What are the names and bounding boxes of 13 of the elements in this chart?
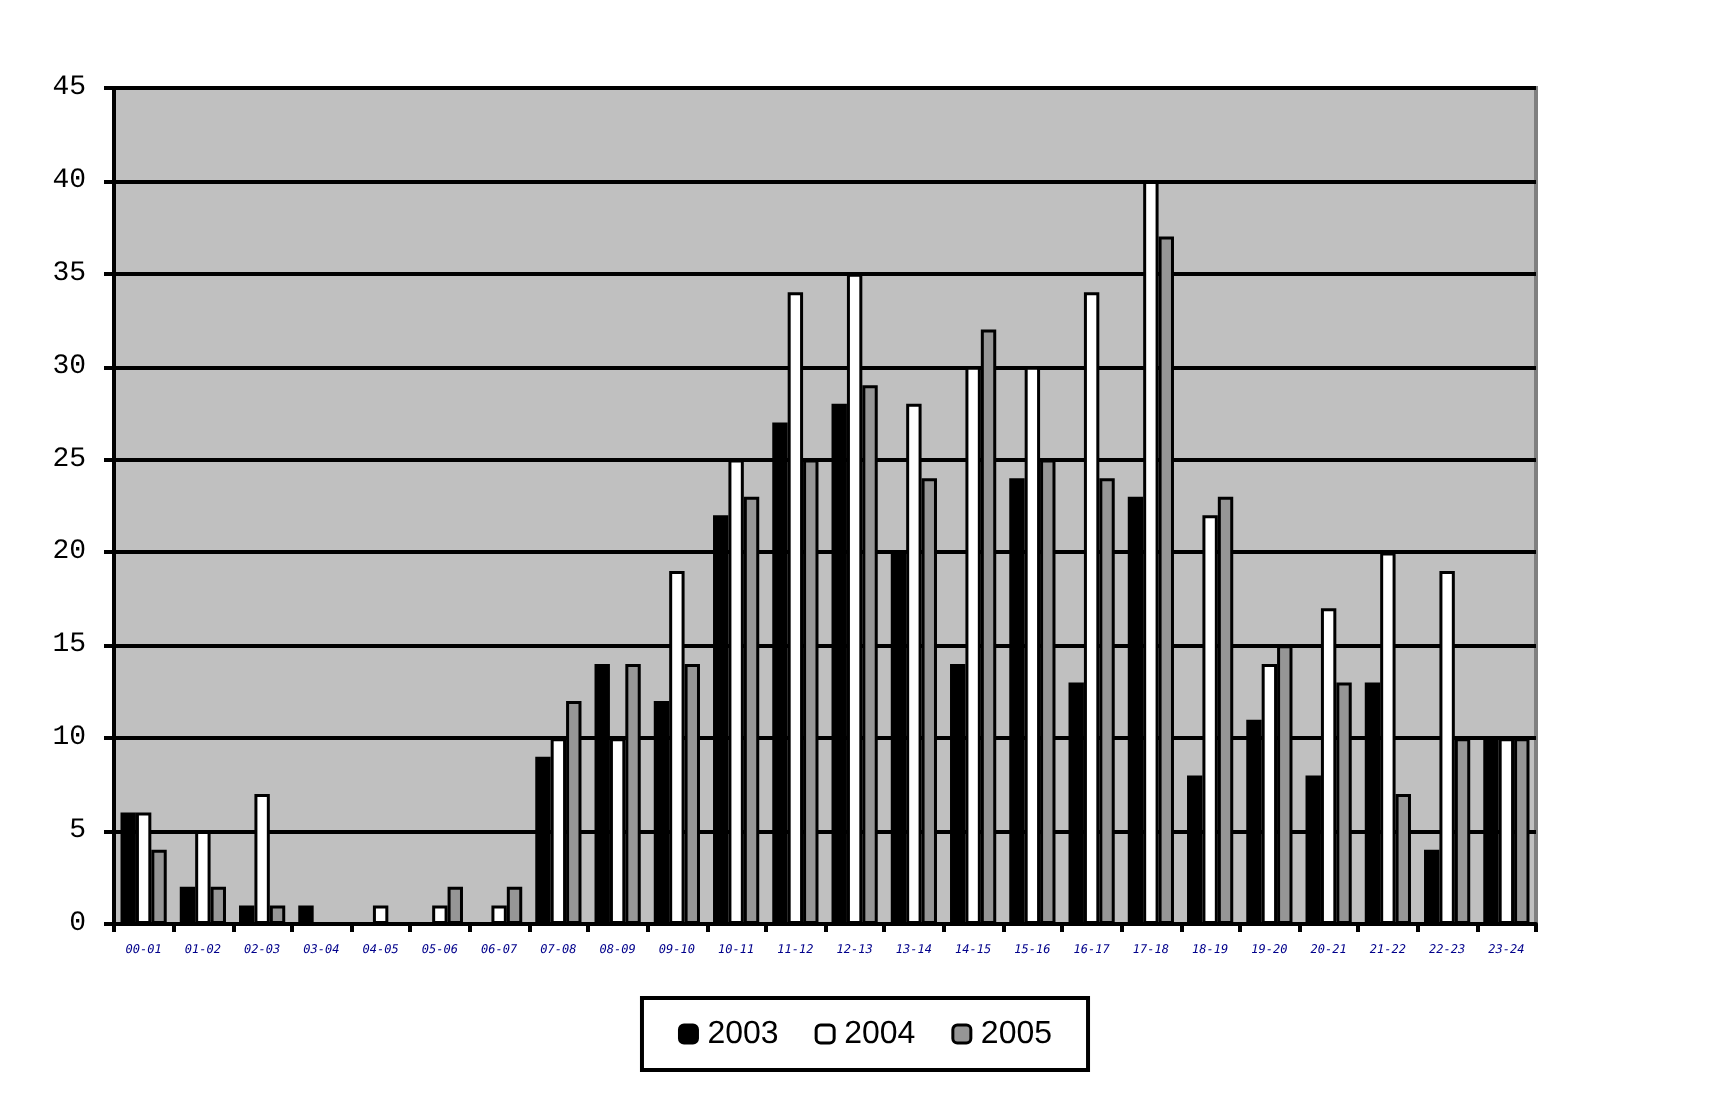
- y-tick-label: 20: [52, 536, 86, 569]
- y-tick-label: 15: [52, 629, 86, 662]
- y-tick-label: 10: [52, 722, 86, 755]
- y-tick-label: 35: [52, 257, 86, 290]
- y-tick-label: 0: [69, 908, 86, 940]
- y-tick-label: 30: [52, 350, 86, 383]
- legend-label: 2003: [707, 1017, 779, 1051]
- y-tick-label: 40: [52, 164, 86, 197]
- y-tick-label: 45: [52, 72, 86, 104]
- legend-label: 2004: [844, 1017, 916, 1051]
- y-tick-label: 5: [69, 815, 86, 848]
- y-tick-label: 25: [52, 443, 86, 476]
- legend-label: 2005: [980, 1017, 1053, 1051]
